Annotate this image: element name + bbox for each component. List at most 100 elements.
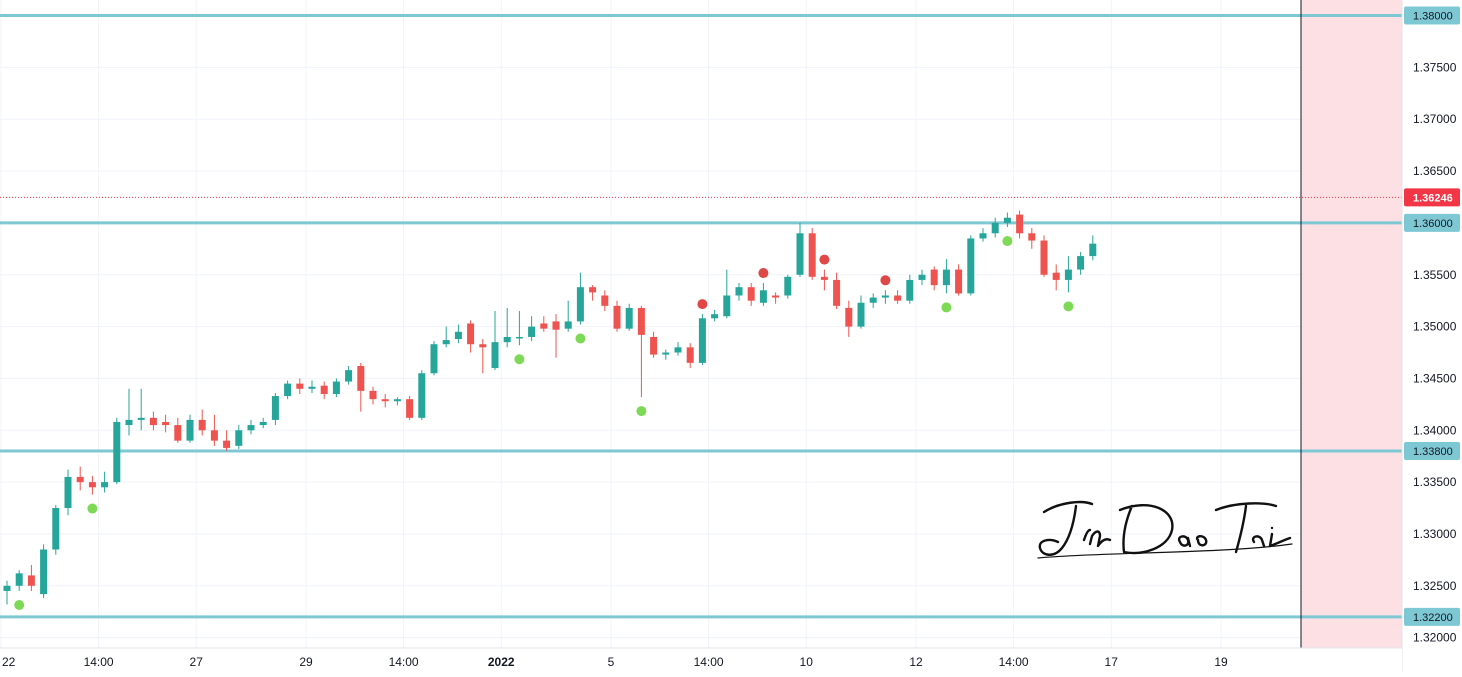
watermark-signature	[1037, 500, 1293, 559]
signature-letter-in	[1082, 528, 1112, 548]
candle-body-up	[308, 386, 316, 389]
signal-dot-buy	[14, 599, 25, 610]
price-axis[interactable]: 1.32000 1.32500 1.33000 1.33500 1.34000 1.345…	[1401, 0, 1462, 672]
candle-body-down	[357, 365, 365, 391]
candle-body-down	[930, 269, 938, 286]
time-tick-label: 14:00	[84, 655, 114, 669]
candle-body-down	[540, 323, 548, 329]
time-tick-label: 19	[1214, 655, 1228, 669]
candle-body-down	[210, 430, 218, 441]
signal-dot-buy	[636, 406, 647, 417]
candle-body-up	[101, 482, 109, 488]
candle-body-down	[637, 307, 645, 335]
signature-glyphs	[1037, 500, 1293, 559]
candle-body-down	[320, 385, 328, 394]
candle-body-down	[381, 399, 389, 402]
candle-body-up	[723, 295, 731, 317]
candle-body-up	[942, 269, 950, 286]
candle-body-up	[418, 373, 426, 418]
candle-body-up	[662, 352, 670, 355]
candle-body-up	[1003, 217, 1011, 223]
candle-body-up	[393, 399, 401, 402]
candle-body-up	[918, 274, 926, 280]
signal-dot-buy	[514, 354, 525, 365]
candle-body-down	[772, 295, 780, 298]
candle-body-down	[149, 417, 157, 426]
candle-body-up	[3, 585, 11, 591]
signal-dot-buy	[87, 503, 98, 514]
candle-body-up	[735, 287, 743, 296]
time-tick-label: 27	[190, 655, 204, 669]
signature-letter-ao	[1177, 535, 1208, 548]
candle-body-down	[296, 383, 304, 389]
level-price-badge-text: 1.38000	[1413, 11, 1453, 23]
candle-body-down	[174, 425, 182, 441]
candle-body-up	[674, 347, 682, 353]
candle-body-down	[162, 421, 170, 426]
candle-body-up	[52, 508, 60, 550]
level-price-badge	[1404, 213, 1460, 232]
signal-dot-sell	[758, 268, 769, 279]
price-axis-background	[1402, 0, 1462, 672]
candle-body-up	[869, 297, 877, 303]
candle-body-down	[88, 482, 96, 488]
candle-body-down	[820, 276, 828, 280]
current-price-badge-text: 1.36246	[1413, 192, 1453, 204]
signal-dot-buy	[575, 333, 586, 344]
signature-letter-ai	[1251, 526, 1292, 548]
candle-body-down	[479, 344, 487, 348]
time-tick-label: 12	[909, 655, 923, 669]
signature-letter-d	[1118, 504, 1174, 555]
candle-body-up	[759, 290, 767, 303]
candle-body-up	[906, 279, 914, 301]
candle-body-up	[40, 549, 48, 595]
candle-body-down	[845, 307, 853, 327]
candle-body-down	[552, 321, 560, 330]
candle-body-down	[686, 347, 694, 363]
candle-body-up	[576, 287, 584, 322]
price-tick-label: 1.34000	[1413, 423, 1457, 437]
candle-body-up	[113, 421, 121, 483]
price-tick-label: 1.37000	[1413, 112, 1457, 126]
candle-body-up	[698, 318, 706, 363]
price-tick-label: 1.36500	[1413, 164, 1457, 178]
time-tick-label: 22	[2, 655, 16, 669]
candle-body-up	[711, 314, 719, 319]
signature-underline	[1037, 543, 1293, 559]
price-tick-label: 1.33500	[1413, 475, 1457, 489]
candle-body-up	[491, 342, 499, 369]
signal-dot-buy	[1063, 301, 1074, 312]
candle-body-down	[650, 336, 658, 355]
candle-body-down	[76, 476, 84, 483]
candle-body-down	[27, 575, 35, 586]
candle-body-up	[1077, 256, 1085, 270]
candle-body-up	[503, 336, 511, 343]
time-tick-label: 5	[608, 655, 615, 669]
level-price-badge-text: 1.32200	[1413, 612, 1453, 624]
price-tick-label: 1.32000	[1413, 631, 1457, 645]
candle-body-up	[784, 276, 792, 296]
candle-body-up	[332, 381, 340, 394]
candle-body-down	[833, 279, 841, 306]
candle-body-down	[198, 419, 206, 431]
candle-body-up	[528, 326, 536, 337]
candle-body-up	[1089, 243, 1097, 257]
candle-body-down	[894, 295, 902, 301]
candle-body-up	[979, 233, 987, 239]
future-shade-zone	[1301, 0, 1402, 648]
candle-body-down	[406, 399, 414, 418]
signal-layer	[14, 236, 1074, 610]
level-layer[interactable]	[0, 14, 1402, 619]
candle-body-up	[991, 222, 999, 234]
candle-layer	[3, 210, 1097, 605]
candle-body-up	[881, 295, 889, 298]
candle-body-down	[223, 440, 231, 448]
time-axis-background	[0, 648, 1402, 672]
price-tick-label: 1.35500	[1413, 268, 1457, 282]
candle-body-up	[515, 336, 523, 339]
time-axis[interactable]: 22 14:00 27 29 14:00 2022 5 14:00 10 12 14:00 17 19	[0, 647, 1402, 672]
candle-body-up	[64, 476, 72, 509]
